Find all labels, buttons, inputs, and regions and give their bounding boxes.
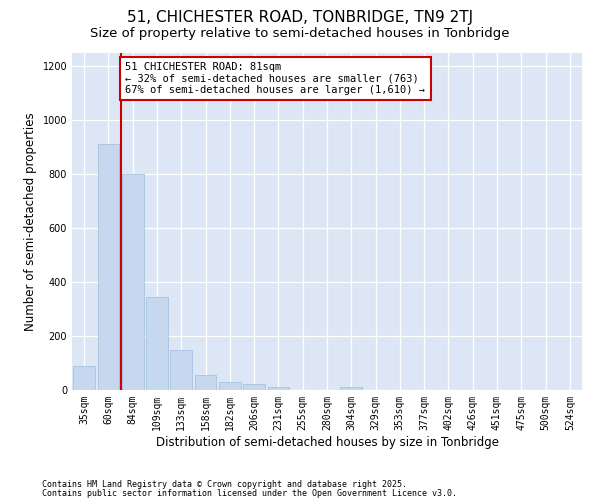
Bar — [194, 375, 217, 390]
Text: 51, CHICHESTER ROAD, TONBRIDGE, TN9 2TJ: 51, CHICHESTER ROAD, TONBRIDGE, TN9 2TJ — [127, 10, 473, 25]
Bar — [243, 384, 265, 390]
Y-axis label: Number of semi-detached properties: Number of semi-detached properties — [24, 112, 37, 330]
Bar — [268, 388, 289, 390]
Text: Size of property relative to semi-detached houses in Tonbridge: Size of property relative to semi-detach… — [90, 28, 510, 40]
X-axis label: Distribution of semi-detached houses by size in Tonbridge: Distribution of semi-detached houses by … — [155, 436, 499, 448]
Bar — [219, 382, 241, 390]
Bar — [170, 350, 192, 390]
Bar — [73, 366, 95, 390]
Text: 51 CHICHESTER ROAD: 81sqm
← 32% of semi-detached houses are smaller (763)
67% of: 51 CHICHESTER ROAD: 81sqm ← 32% of semi-… — [125, 62, 425, 95]
Bar — [340, 388, 362, 390]
Text: Contains HM Land Registry data © Crown copyright and database right 2025.: Contains HM Land Registry data © Crown c… — [42, 480, 407, 489]
Bar — [122, 174, 143, 390]
Bar — [146, 297, 168, 390]
Text: Contains public sector information licensed under the Open Government Licence v3: Contains public sector information licen… — [42, 488, 457, 498]
Bar — [97, 144, 119, 390]
